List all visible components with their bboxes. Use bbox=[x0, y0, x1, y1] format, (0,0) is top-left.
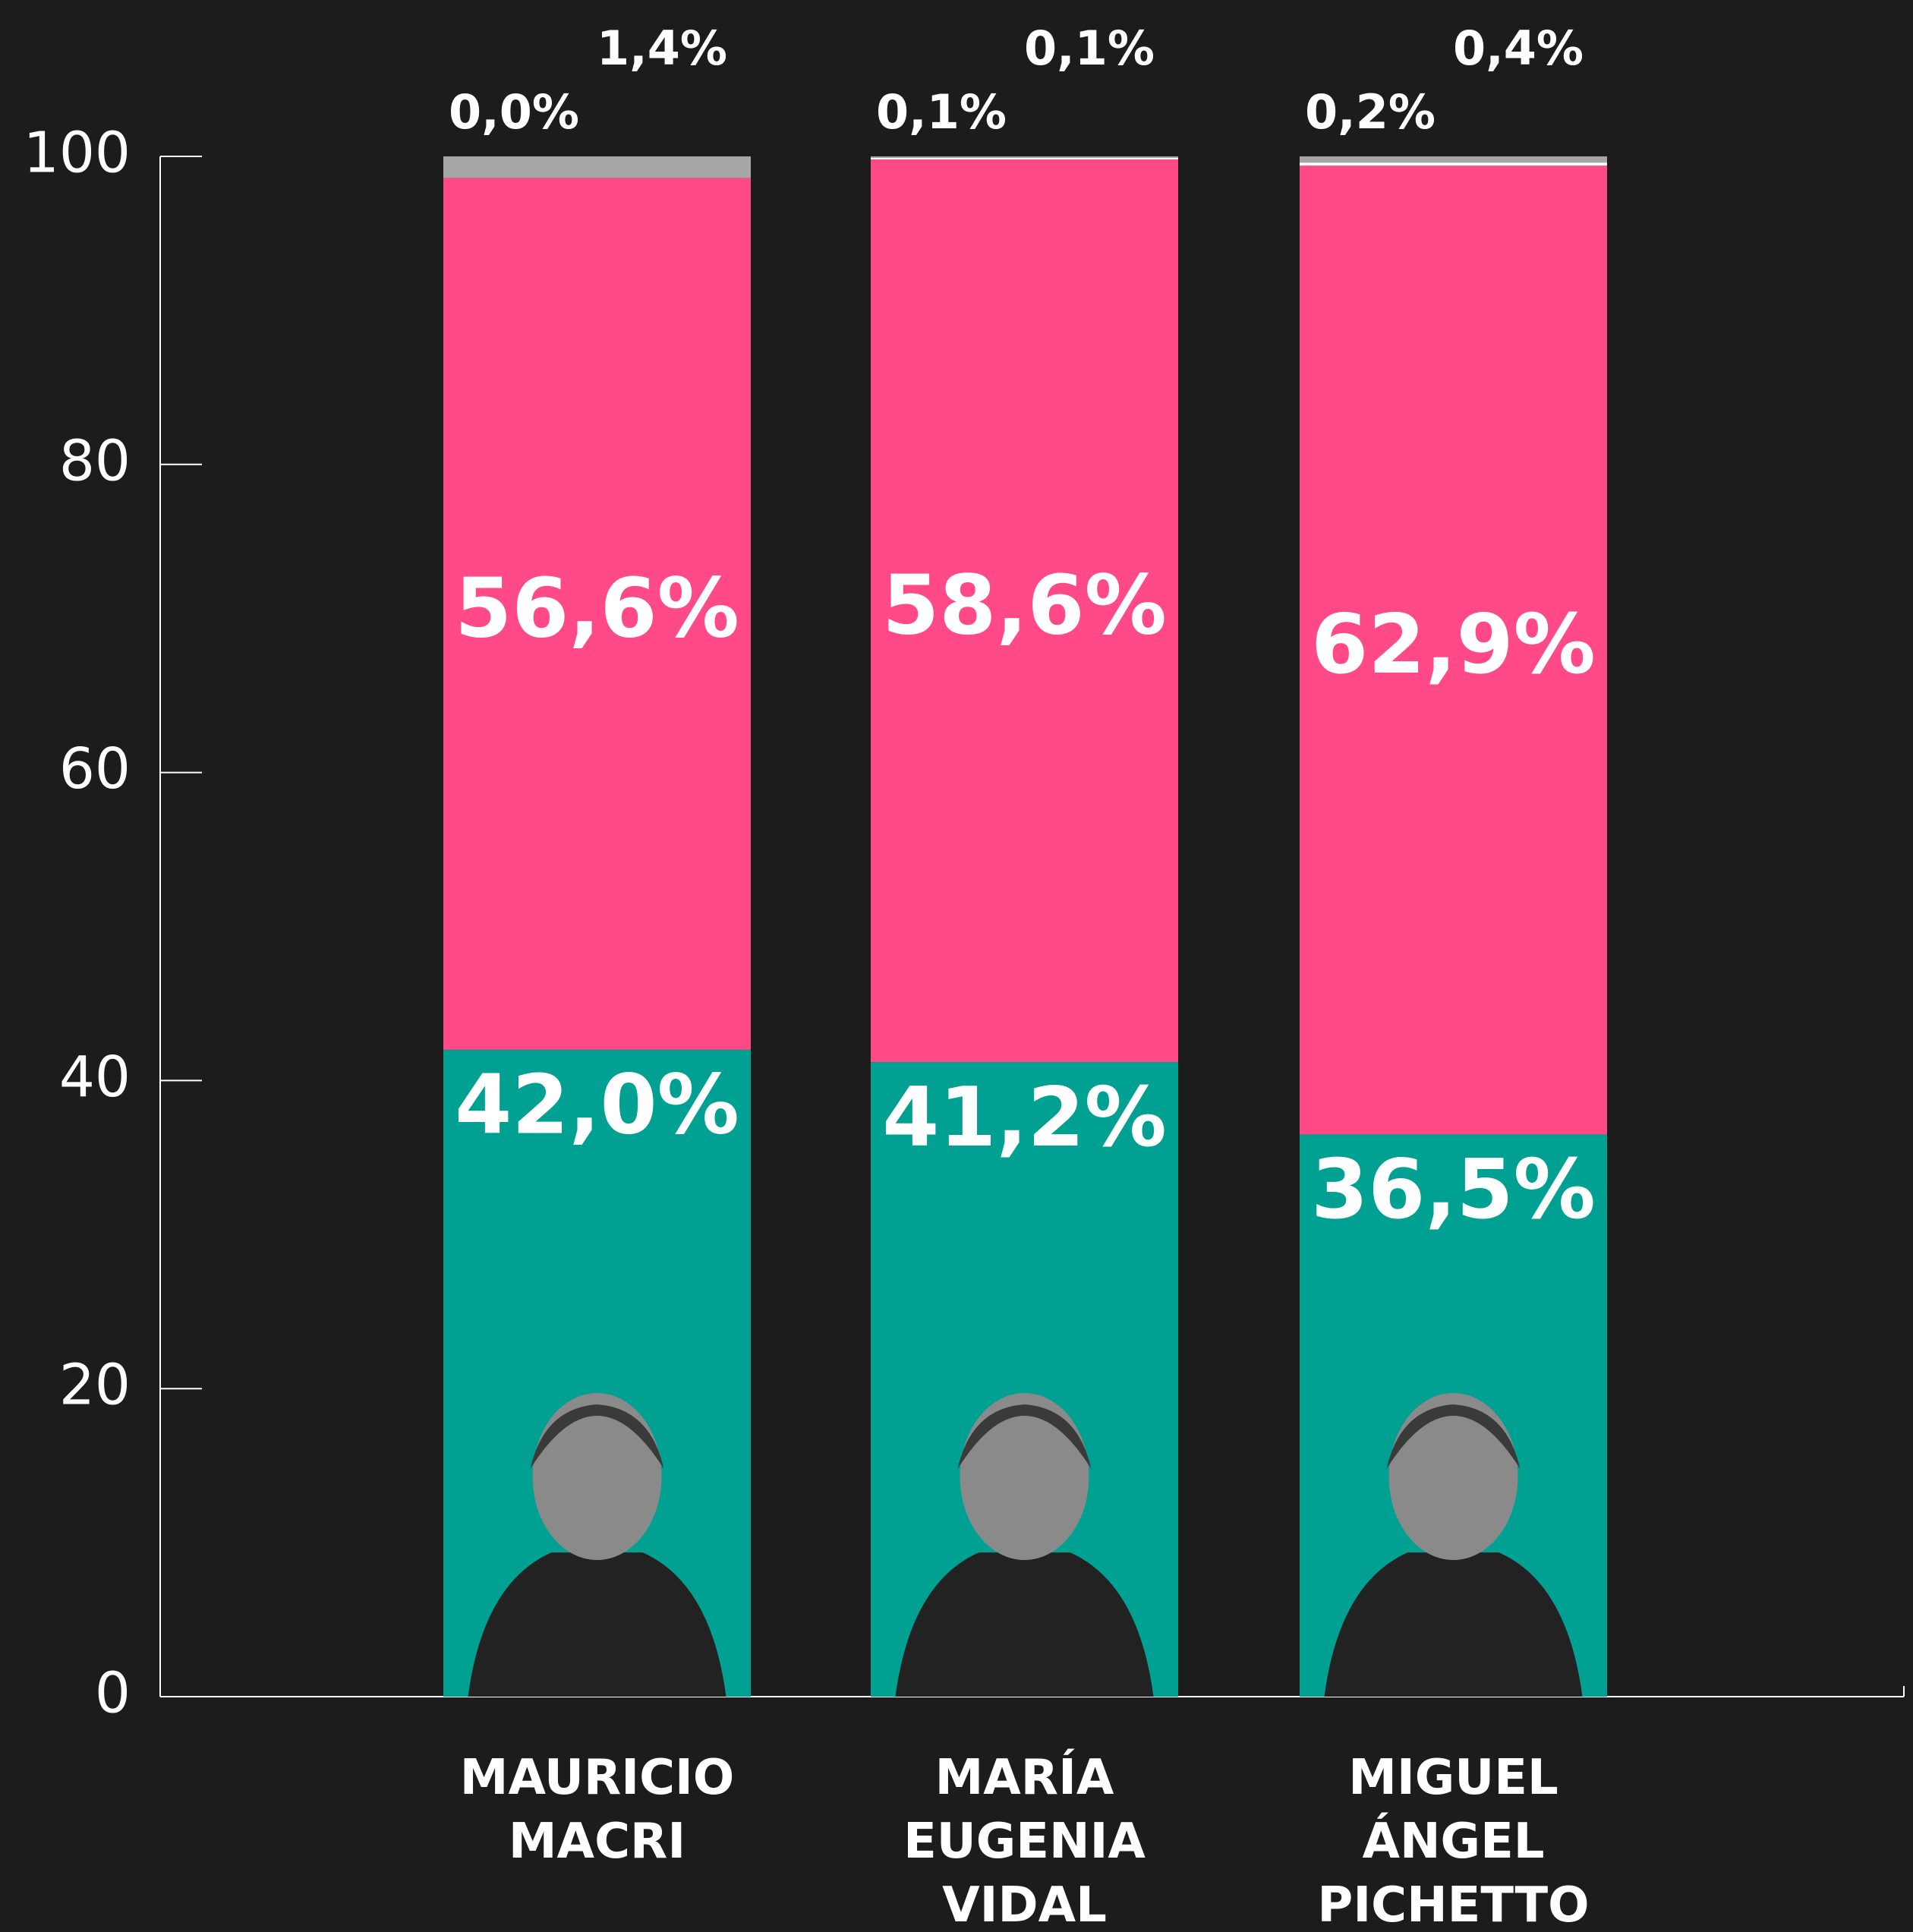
portrait-hair bbox=[530, 1404, 664, 1469]
bar-segment bbox=[1300, 162, 1607, 166]
portrait-head bbox=[1388, 1393, 1518, 1560]
y-tick-label: 60 bbox=[59, 736, 131, 802]
y-tick-label: 100 bbox=[24, 121, 131, 186]
value-label: 0,2% bbox=[1305, 84, 1436, 140]
bar-segment bbox=[871, 156, 1178, 159]
portrait bbox=[895, 1393, 1154, 1697]
value-label: 0,1% bbox=[876, 84, 1007, 140]
y-tick-label: 40 bbox=[59, 1045, 131, 1110]
value-label: 41,2% bbox=[882, 1070, 1167, 1165]
portrait-body bbox=[468, 1552, 726, 1697]
value-label: 0,0% bbox=[449, 84, 579, 140]
y-tick-label: 0 bbox=[95, 1661, 131, 1726]
value-label: 42,0% bbox=[455, 1058, 739, 1153]
portrait bbox=[468, 1393, 726, 1697]
bar-segment bbox=[1300, 165, 1607, 1135]
bar-segment bbox=[443, 156, 751, 178]
value-label: 0,1% bbox=[1024, 20, 1155, 76]
x-tick-label: MIGUEL ÁNGEL PICHETTO bbox=[1317, 1750, 1590, 1932]
value-label: 1,4% bbox=[597, 20, 727, 76]
x-tick-label: MAURICIO MACRI bbox=[459, 1750, 735, 1870]
value-label: 36,5% bbox=[1311, 1142, 1596, 1237]
portrait-hair bbox=[957, 1404, 1092, 1469]
portrait-body bbox=[895, 1552, 1154, 1697]
portrait-body bbox=[1324, 1552, 1583, 1697]
portrait bbox=[1324, 1393, 1583, 1697]
portrait-head bbox=[532, 1393, 662, 1560]
bar-segment bbox=[871, 159, 1178, 1063]
bar-segment bbox=[1300, 156, 1607, 163]
value-label: 58,6% bbox=[882, 558, 1167, 653]
portrait-head bbox=[960, 1393, 1089, 1560]
bar-segment bbox=[443, 178, 751, 1050]
y-tick-label: 20 bbox=[59, 1353, 131, 1418]
x-tick-label: MARÍA EUGENIA VIDAL bbox=[903, 1750, 1146, 1932]
y-tick-label: 80 bbox=[59, 428, 131, 493]
value-label: 56,6% bbox=[455, 561, 739, 656]
value-label: 0,4% bbox=[1453, 20, 1584, 76]
bar-segment bbox=[871, 158, 1178, 160]
value-label: 62,9% bbox=[1311, 597, 1596, 692]
portrait-hair bbox=[1386, 1404, 1521, 1469]
